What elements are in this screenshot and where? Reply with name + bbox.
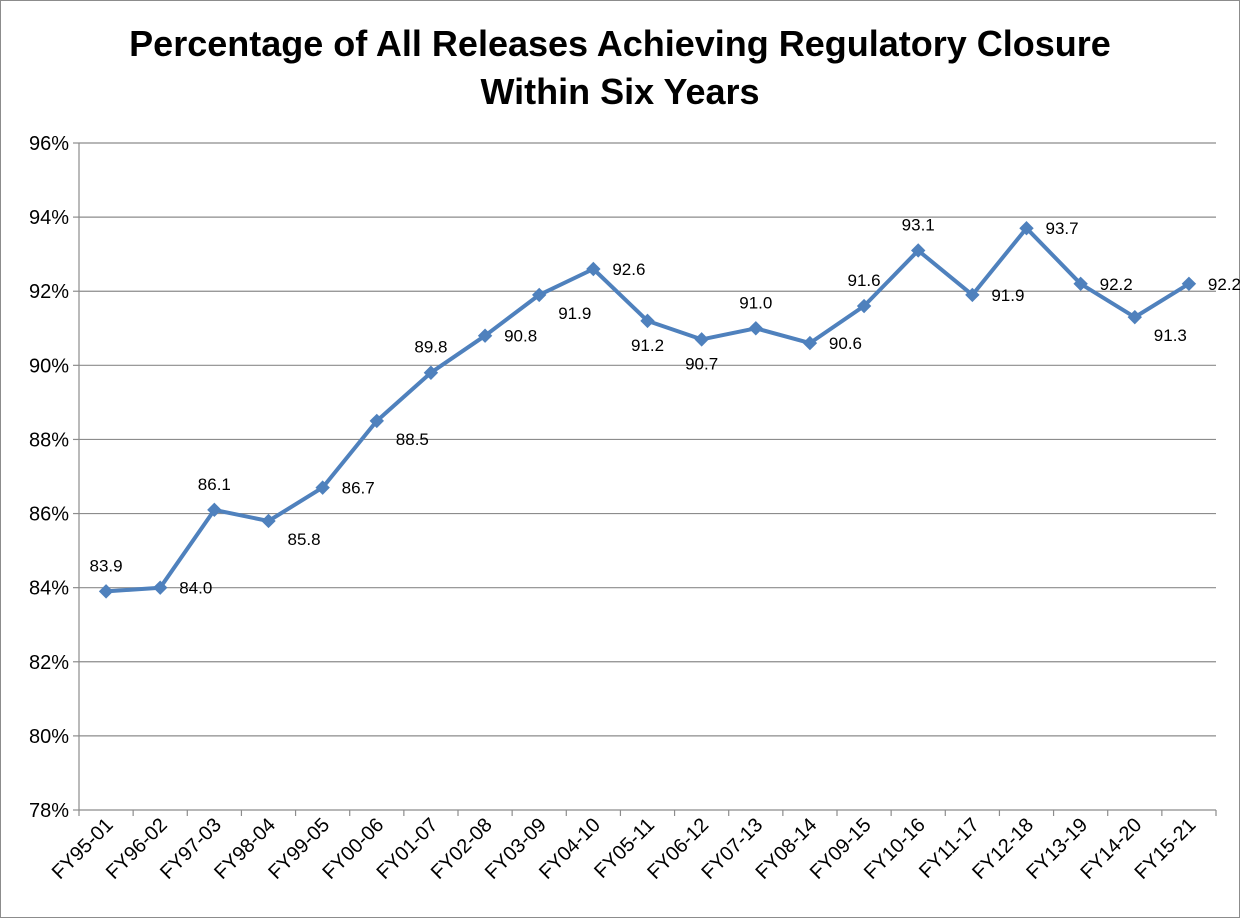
y-tick-label: 90% — [29, 355, 69, 377]
data-point-marker — [911, 243, 926, 258]
data-label: 86.7 — [342, 479, 375, 498]
data-point-marker — [369, 413, 384, 429]
y-tick-label: 80% — [29, 726, 69, 748]
data-point-marker — [640, 313, 655, 329]
data-label: 92.6 — [612, 260, 645, 279]
data-label: 83.9 — [90, 556, 123, 575]
data-point-marker — [1181, 276, 1197, 292]
data-labels: 83.9 84.0 86.1 85.8 86.7 88.5 89.8 90.8 91.9 92.6… — [90, 215, 1240, 597]
data-point-marker — [1073, 276, 1088, 292]
data-point-marker — [477, 328, 493, 343]
data-label: 90.8 — [504, 327, 537, 346]
data-label: 89.8 — [414, 338, 447, 357]
series-line — [105, 226, 1190, 594]
data-label: 90.7 — [685, 354, 718, 373]
chart-title-line-1: Percentage of All Releases Achieving Reg… — [129, 23, 1111, 64]
data-label: 91.3 — [1154, 326, 1187, 345]
data-point-marker — [423, 365, 439, 380]
data-label: 91.2 — [631, 336, 664, 355]
data-point-marker — [1127, 309, 1142, 325]
data-point-marker — [586, 261, 601, 277]
data-label: 92.2 — [1100, 275, 1133, 294]
data-label: 91.6 — [848, 271, 881, 290]
chart-title: Percentage of All Releases Achieving Reg… — [0, 20, 1240, 116]
data-point-marker — [532, 287, 547, 303]
y-axis-tick-labels: 78% 80% 82% 84% 86% 88% 90% 92% 94% 96% — [29, 133, 69, 822]
data-label: 91.0 — [739, 293, 772, 312]
y-tick-label: 94% — [29, 207, 69, 229]
data-point-marker — [802, 335, 818, 351]
y-tick-label: 88% — [29, 429, 69, 451]
data-label: 86.1 — [198, 475, 231, 494]
data-label: 93.7 — [1046, 219, 1079, 238]
y-tick-label: 86% — [29, 504, 69, 526]
data-point-marker — [856, 298, 872, 314]
data-label: 84.0 — [179, 579, 212, 598]
data-point-marker — [1019, 221, 1034, 236]
gridlines — [79, 142, 1216, 737]
data-point-marker — [694, 332, 709, 347]
data-label: 88.5 — [396, 430, 429, 449]
data-label: 90.6 — [829, 334, 862, 353]
axes — [73, 142, 1217, 816]
data-label: 91.9 — [991, 286, 1024, 305]
data-point-marker — [748, 321, 763, 336]
data-point-marker — [207, 502, 222, 518]
data-label: 91.9 — [558, 304, 591, 323]
data-point-marker — [98, 584, 114, 599]
y-tick-label: 84% — [29, 578, 69, 600]
x-axis-tick-labels: FY95-01FY96-02FY97-03FY98-04FY99-05FY00-… — [48, 814, 1201, 884]
y-tick-label: 96% — [29, 133, 69, 155]
data-label: 92.2 — [1208, 275, 1240, 294]
chart-title-line-2: Within Six Years — [480, 71, 760, 112]
y-tick-label: 92% — [29, 281, 69, 303]
data-point-marker — [261, 513, 276, 529]
data-point-marker — [315, 480, 330, 495]
series-layer — [98, 221, 1197, 599]
data-point-marker — [965, 287, 980, 303]
data-label: 93.1 — [902, 215, 935, 234]
y-tick-label: 82% — [29, 652, 69, 674]
y-tick-label: 78% — [29, 800, 69, 822]
data-label: 85.8 — [288, 530, 321, 549]
data-point-marker — [153, 580, 168, 595]
